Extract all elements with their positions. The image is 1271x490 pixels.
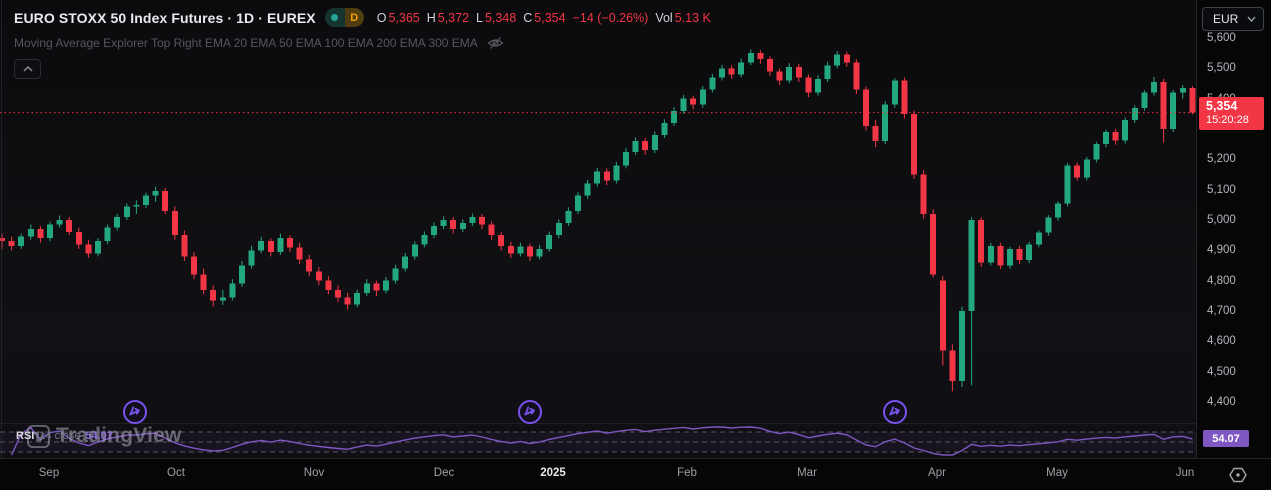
market-status-pill[interactable]: D [324,8,364,27]
bar-countdown: 15:20:28 [1206,114,1249,127]
ohlc-label: C [523,10,533,25]
price-tick: 5,000 [1207,214,1236,226]
eye-hidden-icon[interactable] [487,36,504,50]
ohlc-label: L [476,10,483,25]
rsi-axis-badge: 54.07 [1203,430,1249,447]
chevron-down-icon [1247,16,1256,22]
contract-rollover-icon[interactable] [123,400,147,424]
last-price-label: 5,354 15:20:28 [1199,96,1264,130]
price-tick: 4,800 [1207,274,1236,287]
ohlc-value: 5,348 [484,10,517,25]
contract-rollover-icon[interactable] [883,400,907,424]
price-tick: 4,700 [1207,305,1236,317]
contract-rollover-icon[interactable] [518,400,542,424]
rsi-params: 14 close [39,430,81,442]
change-value: −14 (−0.26%) [572,10,649,25]
rsi-legend[interactable]: RSI 14 close 54.07 [16,430,113,442]
indicator-label[interactable]: Moving Average Explorer Top Right EMA 20… [14,36,478,50]
ohlc-values: O 5,365 H 5,372 L 5,348 C 5,354 −14 (−0.26%) Vol 5… [377,11,711,25]
time-tick: Apr [928,467,946,479]
rsi-value: 54.07 [85,430,113,442]
currency-value: EUR [1213,12,1239,26]
price-tick: 4,400 [1207,396,1236,408]
chevron-up-icon [22,66,33,72]
time-axis[interactable]: Sep Oct Nov Dec 2025 Feb Mar Apr May Jun [0,458,1271,490]
chart-legend: EURO STOXX 50 Index Futures · 1D · EUREX… [14,8,711,50]
time-tick: Oct [167,467,185,479]
volume-value: 5.13 K [674,10,711,25]
price-tick: 5,600 [1207,32,1236,44]
volume-label: Vol [655,10,673,25]
ohlc-value: 5,354 [534,10,566,25]
rsi-name: RSI [16,430,35,442]
time-tick: Mar [797,467,817,479]
time-tick: Jun [1175,467,1195,479]
price-axis[interactable]: 5,6005,5005,4005,2005,1005,0004,9004,800… [1196,0,1271,458]
ohlc-label: O [376,10,387,25]
currency-dropdown[interactable]: EUR [1202,7,1264,31]
ohlc-value: 5,372 [437,10,470,25]
candlestick-chart[interactable] [0,0,1196,458]
ohlc-value: 5,365 [388,10,420,25]
axis-settings-icon[interactable] [1228,465,1248,485]
timeframe-badge: D [344,8,364,27]
time-tick: Feb [677,467,697,479]
time-tick: Sep [38,467,60,479]
price-tick: 5,100 [1207,183,1236,196]
price-tick: 5,500 [1207,62,1236,75]
price-tick: 4,500 [1207,365,1236,378]
collapse-legend-button[interactable] [14,59,41,79]
price-tick: 4,900 [1207,244,1236,257]
chart-pane[interactable] [0,0,1196,458]
market-status-dot [331,14,339,21]
pane-left-edge [1,0,2,458]
symbol-title[interactable]: EURO STOXX 50 Index Futures · 1D · EUREX [14,9,316,26]
time-tick: Nov [303,467,325,479]
time-tick: May [1046,467,1068,479]
price-tick: 4,600 [1207,335,1236,348]
time-tick: 2025 [540,467,566,479]
price-tick: 5,200 [1207,153,1236,166]
time-tick: Dec [433,467,455,479]
ohlc-label: H [426,10,436,25]
last-price-value: 5,354 [1206,98,1238,113]
